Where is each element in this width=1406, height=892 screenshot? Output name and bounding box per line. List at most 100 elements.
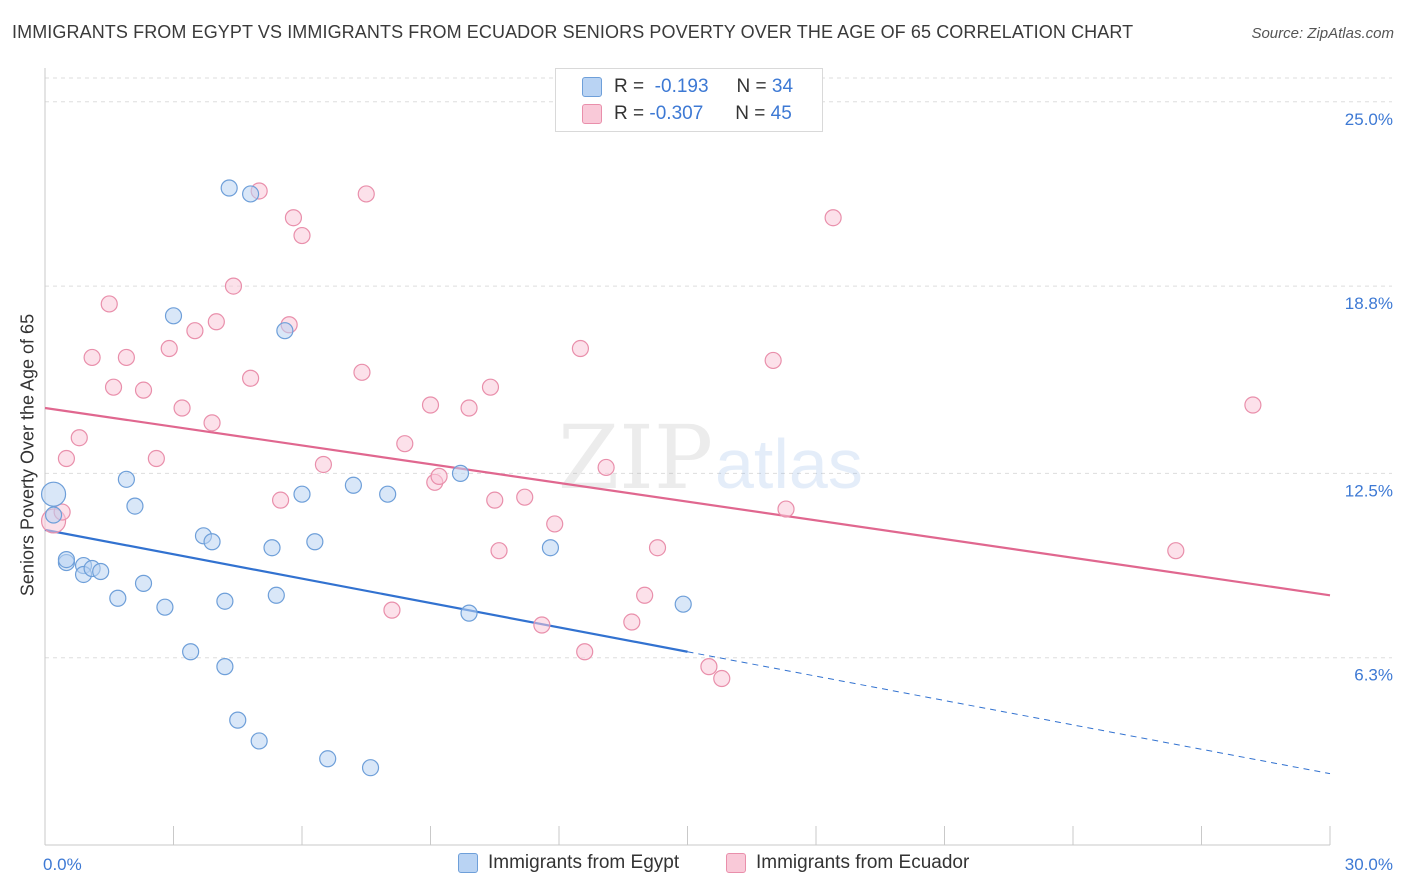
n-value-ecuador: 45 bbox=[770, 103, 792, 124]
point-egypt bbox=[451, 464, 470, 482]
ecuador-swatch bbox=[582, 104, 602, 124]
point-egypt bbox=[216, 592, 234, 610]
point-ecuador bbox=[486, 491, 504, 509]
source-credit: Source: ZipAtlas.com bbox=[1251, 25, 1394, 42]
r-label: R = bbox=[614, 103, 645, 124]
chart-title: IMMIGRANTS FROM EGYPT VS IMMIGRANTS FROM… bbox=[12, 22, 1134, 42]
x-tick-label: 30.0% bbox=[1345, 855, 1393, 874]
point-egypt bbox=[57, 551, 76, 569]
watermark-atlas: atlas bbox=[715, 425, 863, 503]
point-egypt bbox=[220, 179, 238, 197]
point-egypt bbox=[182, 643, 200, 661]
n-value-egypt: 34 bbox=[771, 76, 794, 97]
point-ecuador bbox=[100, 295, 118, 313]
point-egypt bbox=[293, 485, 311, 503]
point-ecuador bbox=[516, 488, 534, 506]
y-tick-labels: 6.3% 12.5% 18.8% 25.0% bbox=[1345, 110, 1393, 685]
trend-line-egypt bbox=[44, 528, 688, 653]
point-ecuador bbox=[700, 658, 718, 676]
point-ecuador bbox=[147, 449, 165, 468]
watermark: ZIP atlas bbox=[558, 406, 863, 509]
r-value-egypt: -0.193 bbox=[654, 76, 709, 97]
point-ecuador bbox=[383, 601, 401, 619]
point-egypt bbox=[250, 732, 268, 750]
point-ecuador bbox=[648, 539, 667, 557]
point-ecuador bbox=[713, 669, 731, 688]
grid-lines bbox=[45, 77, 1392, 659]
point-ecuador bbox=[57, 449, 76, 468]
trend-line-egypt-extension bbox=[687, 651, 1331, 775]
point-ecuador bbox=[284, 209, 303, 227]
point-egypt bbox=[109, 589, 127, 607]
point-ecuador bbox=[460, 399, 478, 417]
point-egypt bbox=[134, 574, 153, 592]
point-egypt bbox=[216, 658, 234, 676]
point-ecuador bbox=[824, 209, 842, 227]
point-egypt bbox=[460, 604, 478, 622]
point-egypt bbox=[276, 322, 294, 340]
point-egypt bbox=[344, 476, 362, 494]
point-egypt bbox=[361, 759, 380, 777]
egypt-swatch bbox=[582, 77, 602, 97]
point-egypt bbox=[117, 470, 135, 488]
x-tick-labels: 0.0% 30.0% bbox=[43, 855, 1393, 874]
point-ecuador bbox=[571, 339, 590, 358]
point-ecuador bbox=[430, 467, 448, 485]
point-ecuador bbox=[576, 643, 594, 661]
point-ecuador bbox=[481, 378, 500, 396]
point-ecuador bbox=[83, 348, 101, 367]
point-ecuador bbox=[636, 586, 654, 604]
legend-item-egypt[interactable]: Immigrants from Egypt bbox=[458, 852, 679, 874]
point-egypt bbox=[40, 481, 67, 507]
point-ecuador bbox=[173, 399, 191, 417]
point-egypt bbox=[229, 711, 247, 729]
point-egypt bbox=[164, 307, 183, 325]
point-ecuador bbox=[623, 613, 641, 631]
point-ecuador bbox=[353, 363, 371, 381]
point-egypt bbox=[541, 539, 560, 557]
series-legend: Immigrants from Egypt Immigrants from Ec… bbox=[0, 852, 1406, 878]
data-points bbox=[40, 179, 1262, 777]
legend-label-ecuador: Immigrants from Ecuador bbox=[756, 852, 970, 873]
y-tick-label: 6.3% bbox=[1354, 666, 1393, 685]
egypt-swatch bbox=[458, 853, 478, 873]
point-egypt bbox=[203, 533, 221, 551]
n-label: N = bbox=[735, 103, 766, 124]
y-tick-label: 18.8% bbox=[1345, 294, 1393, 313]
point-egypt bbox=[156, 598, 174, 616]
point-ecuador bbox=[207, 313, 225, 331]
point-ecuador bbox=[104, 378, 123, 396]
y-tick-label: 12.5% bbox=[1345, 481, 1393, 500]
point-ecuador bbox=[777, 500, 795, 518]
point-ecuador bbox=[271, 491, 290, 509]
point-ecuador bbox=[203, 414, 221, 432]
point-ecuador bbox=[242, 369, 260, 387]
point-ecuador bbox=[764, 351, 782, 370]
point-egypt bbox=[263, 539, 281, 557]
point-ecuador bbox=[117, 348, 135, 367]
point-ecuador bbox=[1167, 542, 1185, 560]
point-ecuador bbox=[357, 185, 375, 203]
point-egypt bbox=[126, 497, 144, 515]
point-ecuador bbox=[396, 435, 414, 453]
point-ecuador bbox=[186, 322, 204, 340]
legend-row-ecuador: R = -0.307 N = 45 bbox=[556, 101, 792, 127]
point-ecuador bbox=[490, 542, 508, 560]
correlation-legend: R = -0.193 N = 34 R = -0.307 N = 45 bbox=[555, 68, 823, 132]
point-ecuador bbox=[597, 458, 615, 477]
y-tick-label: 25.0% bbox=[1345, 110, 1393, 129]
trend-line-ecuador bbox=[44, 406, 1331, 597]
point-ecuador bbox=[293, 226, 311, 245]
point-ecuador bbox=[314, 455, 333, 474]
point-egypt bbox=[92, 562, 110, 581]
y-axis-label: Seniors Poverty Over the Age of 65 bbox=[17, 313, 38, 597]
legend-item-ecuador[interactable]: Immigrants from Ecuador bbox=[726, 852, 969, 874]
point-egypt bbox=[267, 586, 285, 604]
n-label: N = bbox=[736, 76, 767, 97]
point-egypt bbox=[379, 485, 397, 503]
point-ecuador bbox=[160, 339, 178, 358]
legend-row-egypt: R = -0.193 N = 34 bbox=[556, 74, 793, 100]
r-label: R = bbox=[614, 76, 645, 97]
point-ecuador bbox=[224, 277, 243, 295]
